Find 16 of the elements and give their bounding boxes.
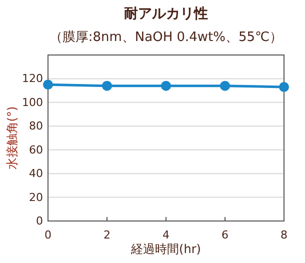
y-tick-label: 100: [22, 96, 43, 109]
y-tick-label: 120: [22, 72, 43, 86]
x-tick-label: 8: [280, 228, 288, 242]
x-tick-label: 0: [44, 228, 52, 242]
x-tick-label: 4: [162, 228, 170, 242]
y-tick-label: 0: [36, 214, 43, 228]
chart-subtitle: （膜厚:8nm、NaOH 0.4wt%、55℃）: [49, 30, 283, 45]
y-axis-title: 水接触角(°): [5, 106, 19, 170]
x-tick-label: 6: [222, 228, 228, 242]
y-tick-label: 20: [29, 190, 43, 204]
x-axis-title: 経過時間(hr): [130, 242, 201, 256]
chart-title: 耐アルカリ性: [124, 6, 208, 22]
y-tick-label: 60: [29, 143, 43, 156]
y-tick-label: 40: [29, 167, 43, 180]
y-tick-label: 80: [29, 120, 43, 133]
x-tick-label: 2: [104, 228, 110, 242]
